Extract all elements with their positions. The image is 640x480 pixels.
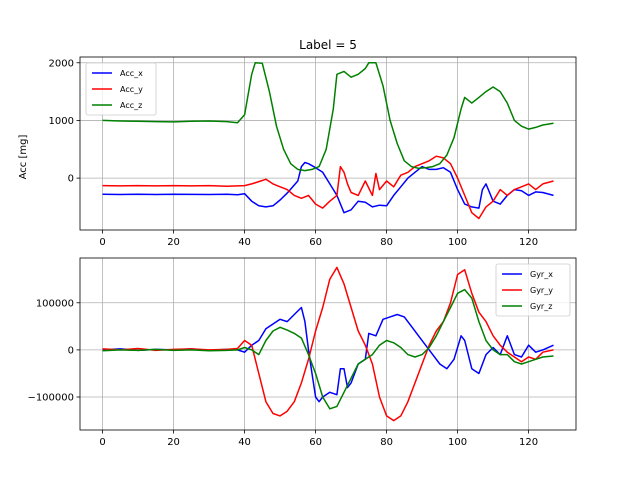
x-tick-label: 100 [448, 437, 467, 448]
series-line-gyr-y [102, 266, 554, 422]
legend-label: Gyr_y [530, 286, 553, 295]
series-line-gyr-z [102, 288, 554, 410]
top-series-layer [102, 62, 554, 220]
y-tick-label: 2000 [49, 58, 74, 69]
bottom-legend: Gyr_x Gyr_y Gyr_z [495, 263, 571, 317]
top-axes-frame [79, 56, 577, 231]
bottom-axes-frame [79, 257, 577, 431]
x-tick-label: 120 [519, 437, 538, 448]
x-tick-label: 80 [380, 437, 393, 448]
x-tick-label: 60 [309, 437, 322, 448]
y-tick-label: 0 [68, 174, 74, 185]
legend-box [85, 62, 157, 116]
x-tick-label: 40 [238, 437, 251, 448]
x-tick-label: 0 [99, 437, 105, 448]
legend-box [495, 263, 571, 317]
x-tick-label: 120 [519, 237, 538, 248]
legend-label: Acc_y [120, 85, 143, 94]
x-tick-label: 20 [167, 437, 180, 448]
legend-label: Gyr_z [530, 302, 552, 311]
series-line-gyr-x [102, 306, 554, 403]
x-tick-label: 80 [380, 237, 393, 248]
y-tick-label: 1000 [49, 116, 74, 127]
y-tick-label: −100000 [27, 393, 74, 404]
series-line-acc-y [102, 155, 554, 220]
y-tick-label: 100000 [36, 298, 74, 309]
chart-title: Label = 5 [299, 38, 357, 52]
top-legend: Acc_x Acc_y Acc_z [85, 62, 157, 116]
x-tick-label: 20 [167, 237, 180, 248]
legend-label: Acc_x [120, 69, 143, 78]
x-tick-label: 100 [448, 237, 467, 248]
top-y-ticks: 0 1000 2000 [49, 58, 80, 185]
bottom-series-layer [102, 266, 554, 422]
legend-label: Acc_z [120, 101, 142, 110]
legend-label: Gyr_x [530, 270, 553, 279]
top-grid [80, 57, 576, 230]
top-x-ticks: 0 20 40 60 80 100 120 [99, 230, 538, 248]
x-tick-label: 60 [309, 237, 322, 248]
series-line-acc-z [102, 62, 554, 172]
x-tick-label: 0 [99, 237, 105, 248]
bottom-x-ticks: 0 20 40 60 80 100 120 [99, 430, 538, 448]
y-tick-label: 0 [68, 345, 74, 356]
series-line-acc-x [102, 161, 554, 214]
bottom-y-ticks: −100000 0 100000 [27, 298, 80, 404]
y-axis-label-top: Acc [mg] [18, 135, 29, 180]
x-tick-label: 40 [238, 237, 251, 248]
